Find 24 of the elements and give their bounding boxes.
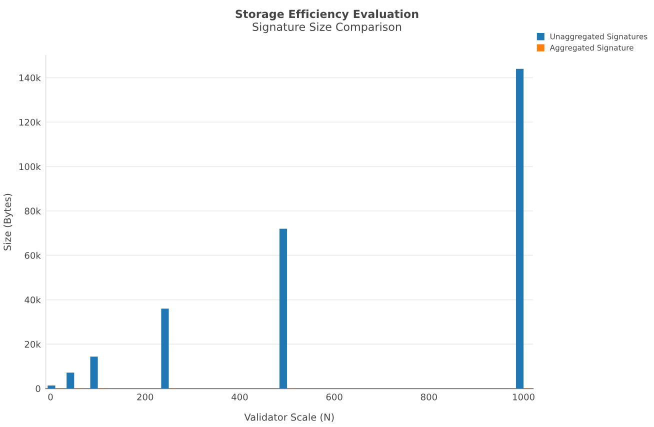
bar bbox=[161, 308, 169, 389]
y-tick-label: 140k bbox=[19, 74, 41, 82]
y-tick-label: 120k bbox=[19, 118, 41, 126]
x-tick-label: 400 bbox=[232, 394, 248, 400]
bar bbox=[66, 372, 74, 389]
y-tick-label: 0 bbox=[36, 385, 40, 392]
bar bbox=[90, 356, 98, 389]
x-tick-label: 0 bbox=[48, 394, 53, 400]
x-tick-label: 600 bbox=[326, 394, 342, 400]
y-axis-title: Size (Bytes) bbox=[3, 194, 13, 250]
x-axis-title: Validator Scale (N) bbox=[244, 413, 334, 422]
chart-title: Storage Efficiency Evaluation bbox=[236, 10, 418, 20]
y-tick-label: 80k bbox=[24, 208, 41, 214]
y-tick-label: 40k bbox=[24, 296, 41, 304]
chart-subtitle: Signature Size Comparison bbox=[252, 22, 402, 34]
bar bbox=[279, 228, 288, 389]
x-tick-label: 800 bbox=[420, 394, 437, 400]
bar bbox=[48, 385, 56, 389]
bar bbox=[516, 68, 524, 389]
y-tick-label: 100k bbox=[19, 163, 41, 170]
y-tick-label: 20k bbox=[24, 340, 41, 348]
x-tick-label: 200 bbox=[137, 394, 154, 400]
y-tick-label: 60k bbox=[24, 252, 41, 259]
x-tick-label: 1000 bbox=[513, 394, 534, 400]
